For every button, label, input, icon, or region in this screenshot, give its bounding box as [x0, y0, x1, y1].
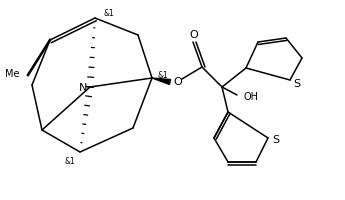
- Text: S: S: [273, 135, 279, 145]
- Text: O: O: [174, 77, 183, 87]
- Text: S: S: [294, 79, 300, 89]
- Polygon shape: [152, 78, 170, 84]
- Text: OH: OH: [244, 92, 259, 102]
- Text: &1: &1: [64, 158, 75, 166]
- Text: &1: &1: [157, 72, 168, 80]
- Text: &1: &1: [103, 8, 114, 18]
- Text: O: O: [190, 30, 198, 40]
- Text: N: N: [79, 83, 87, 93]
- Text: Me: Me: [6, 69, 20, 79]
